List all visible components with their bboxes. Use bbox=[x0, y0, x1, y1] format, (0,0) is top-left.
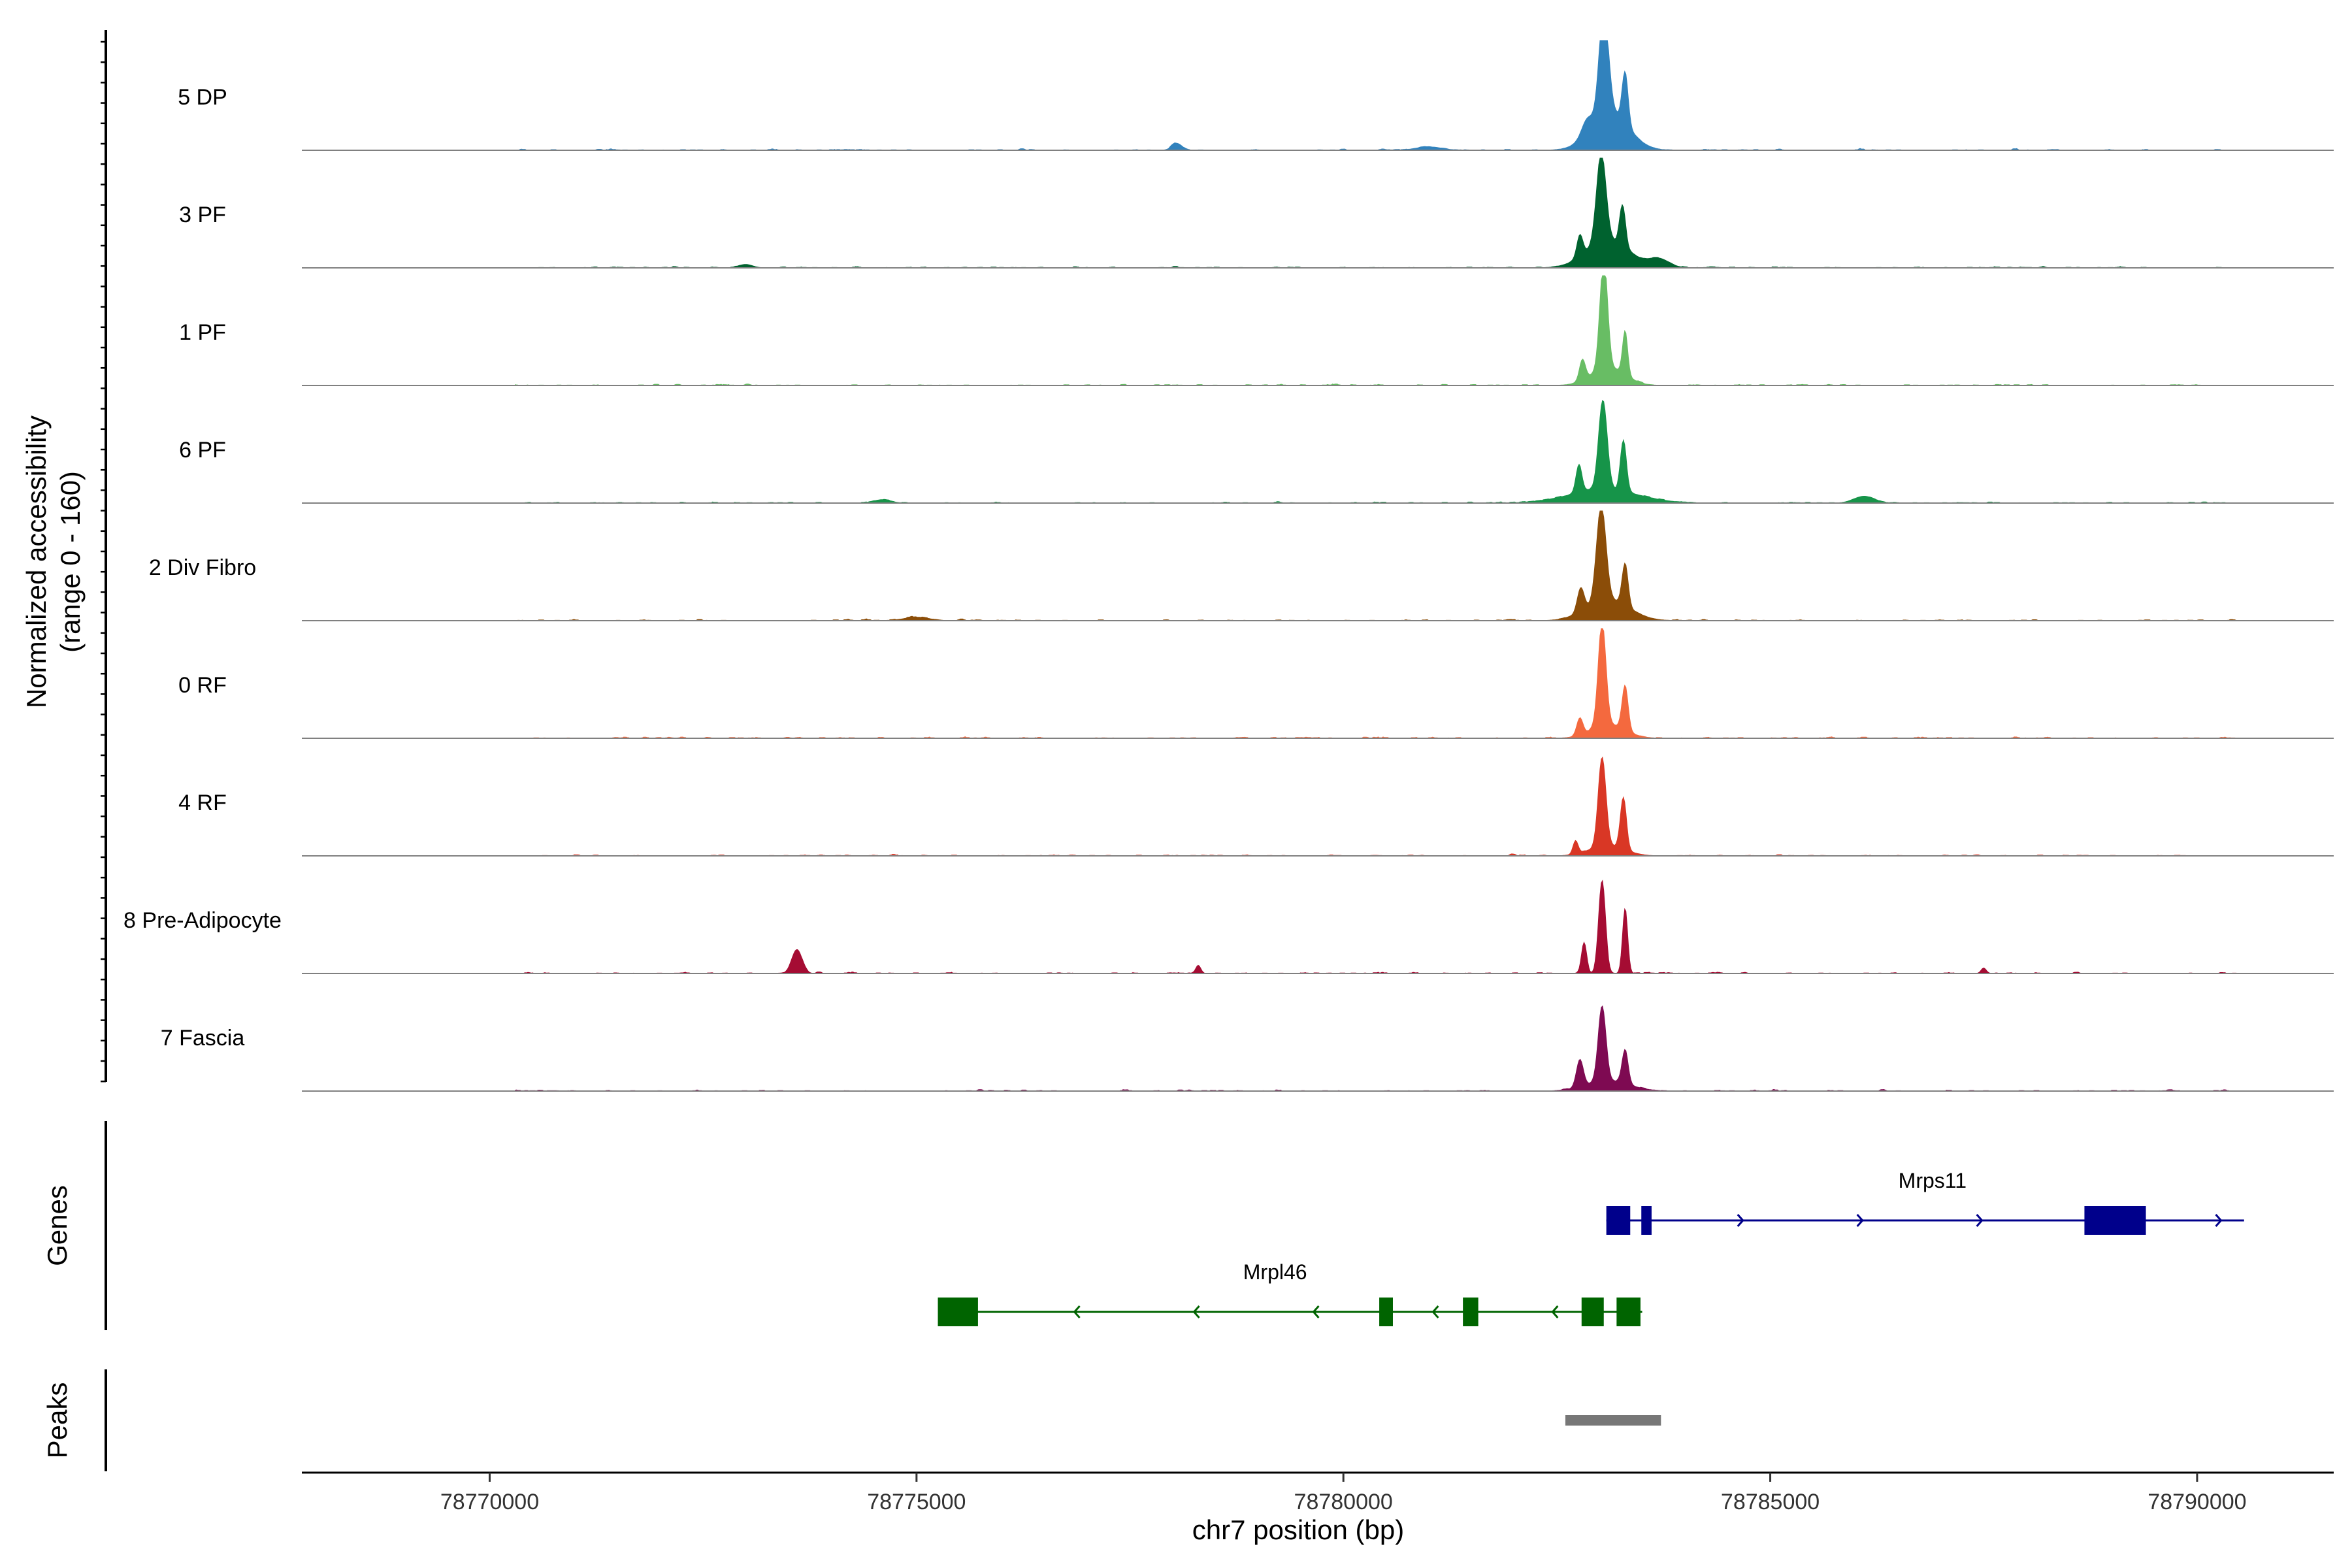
strand-arrow bbox=[1856, 1214, 1864, 1227]
exon bbox=[1463, 1298, 1478, 1326]
strand-arrow bbox=[1431, 1305, 1439, 1318]
coverage-track bbox=[515, 757, 2240, 857]
exon bbox=[938, 1298, 978, 1326]
exon bbox=[1641, 1206, 1652, 1235]
coverage-track bbox=[515, 628, 2240, 739]
strand-arrow bbox=[2215, 1214, 2223, 1227]
track-label: 3 PF bbox=[179, 203, 226, 227]
x-tick-label: 78785000 bbox=[1721, 1490, 1820, 1514]
x-tick-label: 78790000 bbox=[2148, 1490, 2246, 1514]
coverage-track bbox=[515, 400, 2240, 504]
coverage-track bbox=[515, 510, 2240, 621]
strand-arrow bbox=[1737, 1214, 1744, 1227]
exon bbox=[1616, 1298, 1641, 1326]
peak-region bbox=[1565, 1415, 1661, 1426]
exon bbox=[1581, 1298, 1604, 1326]
track-label: 4 RF bbox=[178, 791, 227, 815]
track-label: 8 Pre-Adipocyte bbox=[123, 908, 282, 933]
x-tick-label: 78780000 bbox=[1294, 1490, 1393, 1514]
track-label: 5 DP bbox=[178, 85, 227, 110]
track-label: 0 RF bbox=[178, 673, 227, 698]
peaks-panel-label: Peaks bbox=[42, 1382, 73, 1459]
exon bbox=[1606, 1206, 1631, 1235]
coverage-track bbox=[515, 1005, 2240, 1092]
x-tick-label: 78775000 bbox=[867, 1490, 966, 1514]
strand-arrow bbox=[1073, 1305, 1081, 1318]
gene-label: Mrps11 bbox=[1899, 1169, 1967, 1192]
genes-panel-label: Genes bbox=[42, 1185, 73, 1266]
strand-arrow bbox=[1976, 1214, 1984, 1227]
exon bbox=[1379, 1298, 1393, 1326]
coverage-track bbox=[515, 879, 2240, 974]
coverage-track bbox=[515, 157, 2240, 269]
track-label: 2 Div Fibro bbox=[149, 555, 256, 580]
x-tick-label: 78770000 bbox=[440, 1490, 539, 1514]
strand-arrow bbox=[1312, 1305, 1320, 1318]
coverage-track bbox=[515, 275, 2240, 386]
exon bbox=[2084, 1206, 2146, 1235]
strand-arrow bbox=[1192, 1305, 1200, 1318]
strand-arrow bbox=[1551, 1305, 1559, 1318]
y-axis-subtitle: (range 0 - 160) bbox=[55, 471, 86, 653]
coverage-track bbox=[515, 40, 2240, 151]
track-label: 6 PF bbox=[179, 438, 226, 463]
track-label: 7 Fascia bbox=[161, 1026, 245, 1051]
track-label: 1 PF bbox=[179, 320, 226, 345]
x-axis-title: chr7 position (bp) bbox=[1192, 1514, 1405, 1545]
y-axis-title: Normalized accessibility bbox=[21, 416, 52, 708]
gene-label: Mrpl46 bbox=[1243, 1260, 1307, 1284]
